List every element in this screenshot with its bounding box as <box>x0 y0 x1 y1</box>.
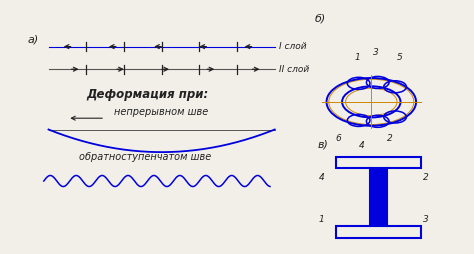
Text: 2: 2 <box>387 134 393 143</box>
Text: а): а) <box>27 34 38 44</box>
Text: Деформация при:: Деформация при: <box>86 88 209 101</box>
Text: 2: 2 <box>423 173 429 182</box>
Text: I слой: I слой <box>279 42 307 51</box>
Text: 5: 5 <box>397 53 402 62</box>
Text: 4: 4 <box>359 141 365 150</box>
Text: 1: 1 <box>319 215 324 224</box>
Text: непрерывном шве: непрерывном шве <box>115 107 209 117</box>
Bar <box>370 168 387 226</box>
Text: 6: 6 <box>336 134 341 143</box>
Text: II слой: II слой <box>279 65 310 74</box>
Text: 1: 1 <box>354 53 360 62</box>
Text: б): б) <box>315 14 326 24</box>
Text: 4: 4 <box>319 173 324 182</box>
Text: 3: 3 <box>423 215 429 224</box>
Text: в): в) <box>317 140 328 150</box>
Text: обратноступенчатом шве: обратноступенчатом шве <box>79 152 211 162</box>
Text: 3: 3 <box>373 49 379 57</box>
